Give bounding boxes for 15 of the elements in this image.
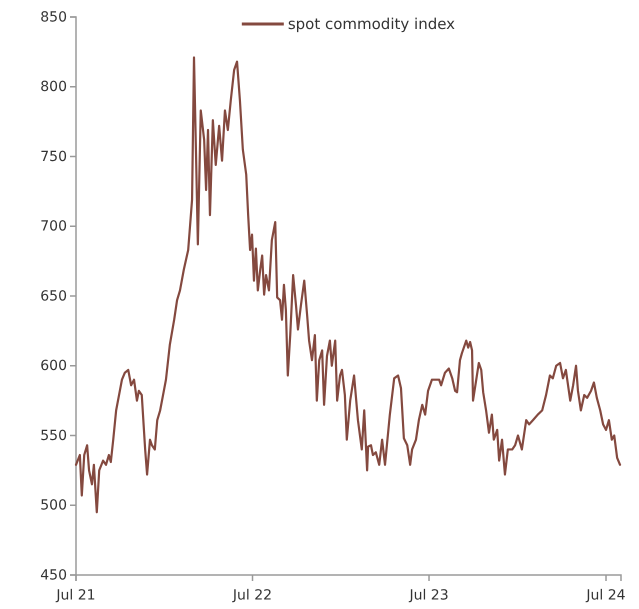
x-tick-label: Jul 23 — [408, 587, 449, 604]
legend-label: spot commodity index — [288, 15, 456, 33]
y-tick-label: 500 — [40, 498, 67, 514]
x-tick-label: Jul 22 — [232, 587, 272, 604]
y-tick-label: 800 — [40, 79, 67, 96]
y-tick-label: 600 — [40, 358, 67, 374]
y-tick-label: 750 — [40, 148, 67, 165]
line-series — [74, 56, 622, 514]
y-tick-label: 550 — [40, 428, 67, 444]
x-tick-label: Jul 21 — [55, 587, 96, 604]
y-tick-label: 450 — [40, 567, 67, 584]
y-tick-label: 850 — [40, 9, 67, 26]
x-tick-label: Jul 24 — [585, 587, 626, 604]
y-tick-label: 650 — [40, 288, 67, 304]
y-tick-label: 700 — [40, 218, 67, 235]
